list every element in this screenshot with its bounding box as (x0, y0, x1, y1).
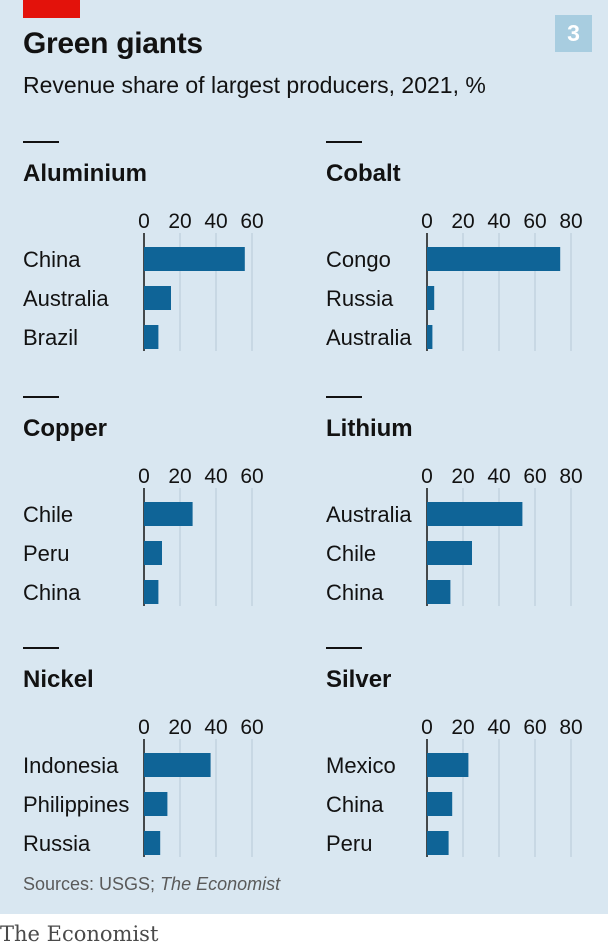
aluminium-tick-label: 40 (204, 210, 227, 233)
copper-category-label: Peru (23, 541, 69, 566)
chart-number-badge: 3 (555, 15, 592, 52)
cobalt-tick-label: 60 (523, 210, 546, 233)
silver-category-label: Mexico (326, 753, 396, 778)
lithium-tick-label: 0 (421, 465, 433, 488)
cobalt-category-label: Australia (326, 325, 412, 350)
silver-title-rule (326, 647, 362, 649)
nickel-category-label: Russia (23, 831, 91, 856)
chart-subtitle: Revenue share of largest producers, 2021… (23, 72, 486, 98)
cobalt-bar (427, 286, 435, 310)
chart-title: Green giants (23, 27, 203, 60)
lithium-category-label: Chile (326, 541, 376, 566)
cobalt-panel-title: Cobalt (326, 160, 401, 187)
silver-tick-label: 60 (523, 716, 546, 739)
copper-tick-label: 20 (168, 465, 191, 488)
lithium-panel-title: Lithium (326, 415, 413, 442)
copper-title-rule (23, 396, 59, 398)
aluminium-category-label: Australia (23, 286, 109, 311)
cobalt-tick-label: 40 (487, 210, 510, 233)
copper-panel-title: Copper (23, 415, 107, 442)
copper-bar (144, 541, 162, 565)
cobalt-tick-label: 0 (421, 210, 433, 233)
cobalt-bar (427, 247, 561, 271)
source-note: Sources: USGS; The Economist (23, 874, 280, 895)
copper-tick-label: 60 (240, 465, 263, 488)
lithium-tick-label: 40 (487, 465, 510, 488)
aluminium-category-label: Brazil (23, 325, 78, 350)
silver-tick-label: 20 (451, 716, 474, 739)
aluminium-category-label: China (23, 247, 81, 272)
copper-category-label: Chile (23, 502, 73, 527)
lithium-title-rule (326, 396, 362, 398)
silver-tick-label: 0 (421, 716, 433, 739)
brand-footer: The Economist (0, 922, 159, 946)
aluminium-tick-label: 20 (168, 210, 191, 233)
aluminium-tick-label: 0 (138, 210, 150, 233)
cobalt-bar (427, 325, 433, 349)
aluminium-tick-label: 60 (240, 210, 263, 233)
nickel-title-rule (23, 647, 59, 649)
brand-red-tag (23, 0, 80, 18)
chart-background (0, 0, 608, 914)
silver-tick-label: 40 (487, 716, 510, 739)
silver-bar (427, 753, 469, 777)
lithium-bar (427, 541, 472, 565)
nickel-bar (144, 753, 211, 777)
lithium-category-label: Australia (326, 502, 412, 527)
nickel-category-label: Philippines (23, 792, 129, 817)
silver-panel-title: Silver (326, 666, 391, 693)
silver-category-label: China (326, 792, 384, 817)
cobalt-category-label: Congo (326, 247, 391, 272)
cobalt-title-rule (326, 141, 362, 143)
silver-bar (427, 792, 453, 816)
nickel-tick-label: 20 (168, 716, 191, 739)
small-multiples: Aluminium 0 20 40 60 China Australia Brazil Coba… (23, 141, 583, 857)
lithium-category-label: China (326, 580, 384, 605)
lithium-tick-label: 80 (559, 465, 582, 488)
nickel-tick-label: 0 (138, 716, 150, 739)
lithium-tick-label: 60 (523, 465, 546, 488)
lithium-tick-label: 20 (451, 465, 474, 488)
nickel-panel-title: Nickel (23, 666, 94, 693)
cobalt-category-label: Russia (326, 286, 394, 311)
aluminium-bar (144, 325, 159, 349)
aluminium-title-rule (23, 141, 59, 143)
nickel-category-label: Indonesia (23, 753, 119, 778)
copper-category-label: China (23, 580, 81, 605)
nickel-tick-label: 40 (204, 716, 227, 739)
silver-tick-label: 80 (559, 716, 582, 739)
silver-category-label: Peru (326, 831, 372, 856)
aluminium-bar (144, 286, 171, 310)
source-prefix: Sources: USGS; (23, 874, 161, 894)
aluminium-bar (144, 247, 245, 271)
nickel-bar (144, 792, 168, 816)
copper-tick-label: 40 (204, 465, 227, 488)
lithium-bar (427, 580, 451, 604)
silver-bar (427, 831, 449, 855)
copper-tick-label: 0 (138, 465, 150, 488)
copper-bar (144, 580, 159, 604)
source-italic: The Economist (160, 874, 281, 894)
aluminium-panel-title: Aluminium (23, 160, 147, 187)
lithium-bar (427, 502, 523, 526)
cobalt-tick-label: 20 (451, 210, 474, 233)
cobalt-tick-label: 80 (559, 210, 582, 233)
nickel-bar (144, 831, 161, 855)
copper-bar (144, 502, 193, 526)
nickel-tick-label: 60 (240, 716, 263, 739)
